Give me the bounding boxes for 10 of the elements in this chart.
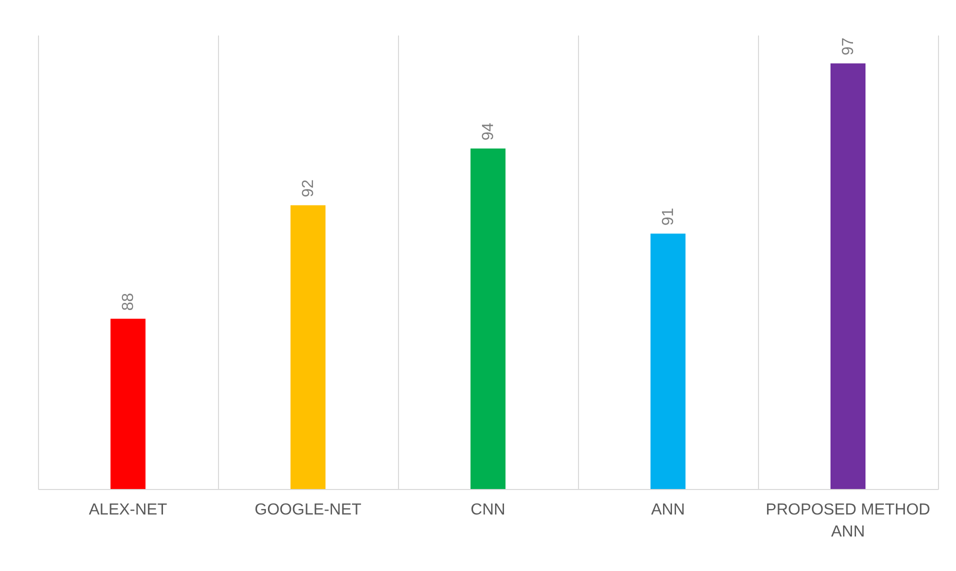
data-label: 92 — [300, 179, 317, 198]
data-label: 91 — [660, 208, 677, 226]
data-label: 97 — [840, 37, 857, 56]
x-tick-label: GOOGLE-NET — [254, 502, 362, 518]
x-tick-label: CNN — [470, 502, 506, 518]
x-tick-label: ALEX-NET — [88, 502, 168, 518]
data-label: 94 — [480, 122, 497, 140]
x-tick-label: PROPOSED METHOD ANN — [766, 502, 930, 540]
x-tick-label: ANN — [651, 502, 685, 518]
data-label: 88 — [120, 292, 137, 311]
